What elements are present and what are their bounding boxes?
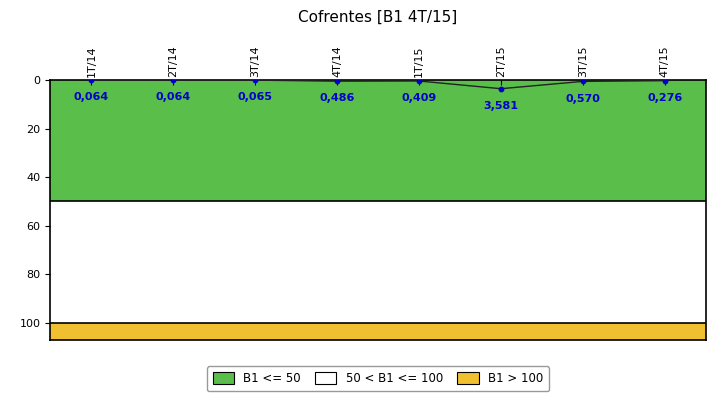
Text: 0,276: 0,276 <box>647 93 683 103</box>
Bar <box>50 202 706 323</box>
Point <box>86 77 97 83</box>
Text: 0,064: 0,064 <box>156 92 191 102</box>
Text: 3,581: 3,581 <box>483 101 518 111</box>
Text: 0,409: 0,409 <box>401 93 436 103</box>
Text: 0,486: 0,486 <box>320 93 355 103</box>
Title: Cofrentes [B1 4T/15]: Cofrentes [B1 4T/15] <box>298 10 458 25</box>
Point <box>413 78 425 84</box>
Text: 0,570: 0,570 <box>565 94 600 104</box>
Legend: B1 <= 50, 50 < B1 <= 100, B1 > 100: B1 <= 50, 50 < B1 <= 100, B1 > 100 <box>207 366 549 391</box>
Bar <box>50 323 706 340</box>
Bar <box>50 80 706 202</box>
Point <box>659 78 670 84</box>
Text: 0,064: 0,064 <box>73 92 109 102</box>
Point <box>577 78 588 84</box>
Point <box>331 78 343 84</box>
Point <box>495 86 507 92</box>
Point <box>168 77 179 83</box>
Text: 0,065: 0,065 <box>238 92 273 102</box>
Point <box>249 77 261 83</box>
